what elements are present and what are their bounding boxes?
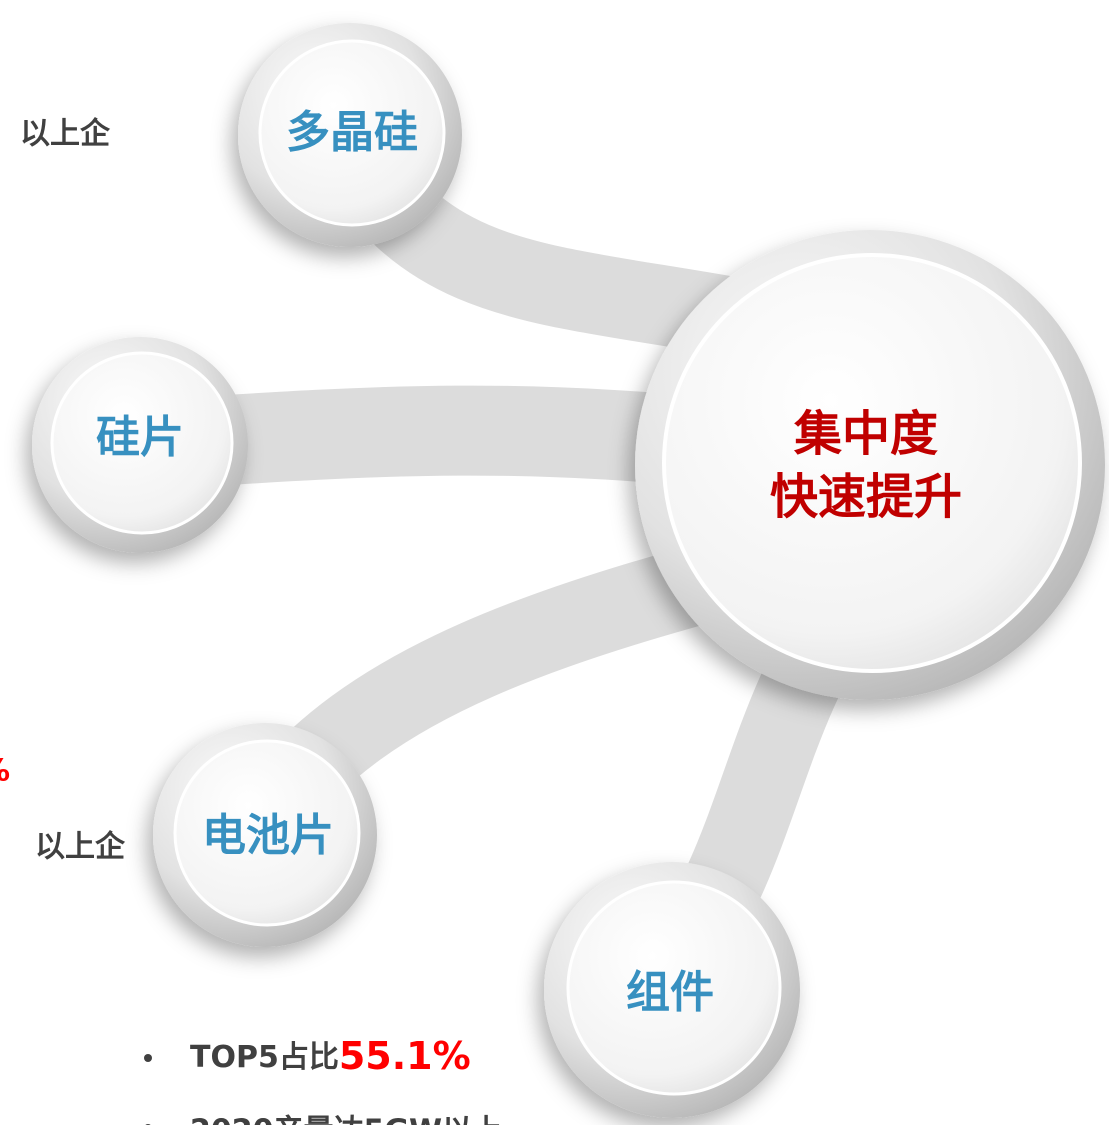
node-face (173, 739, 361, 927)
node-label: 多晶硅 (286, 107, 418, 158)
node-label: 组件 (626, 967, 714, 1018)
side-text: % (0, 754, 10, 789)
bullet-text: TOP5占比55.1% (190, 1034, 471, 1078)
center-label: 集中度 (793, 406, 938, 462)
node-face (50, 351, 234, 535)
node-face (566, 880, 782, 1096)
node-face (258, 39, 446, 227)
side-text: 以上企 (35, 830, 126, 865)
bullet-text: 2020产量达5GW以上 (190, 1114, 502, 1125)
bullet-dot (144, 1054, 152, 1062)
side-text: 以上企 (20, 117, 111, 152)
center-face (662, 253, 1082, 673)
node-label: 硅片 (96, 412, 184, 463)
bullet-text: TOP5占比 (190, 1040, 339, 1075)
node-label: 电池片 (202, 810, 334, 861)
center-label: 快速提升 (770, 469, 962, 525)
bullet-highlight: 55.1% (339, 1034, 471, 1078)
